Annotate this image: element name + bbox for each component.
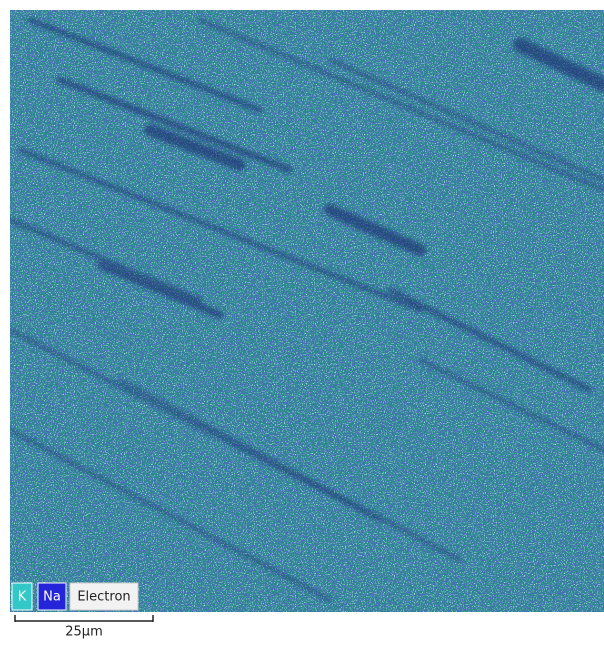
- legend-label: Na: [43, 590, 61, 605]
- legend: K Na Electron: [12, 583, 138, 610]
- scale-label: 25µm: [65, 625, 102, 640]
- legend-label: K: [18, 590, 27, 605]
- element-map: [10, 10, 604, 612]
- eds-map-view: K Na Electron 25µm: [0, 0, 604, 641]
- page: K Na Electron 25µm (() => { const data =…: [0, 0, 604, 641]
- legend-label: Electron: [77, 590, 130, 605]
- scale-bar: [15, 615, 153, 622]
